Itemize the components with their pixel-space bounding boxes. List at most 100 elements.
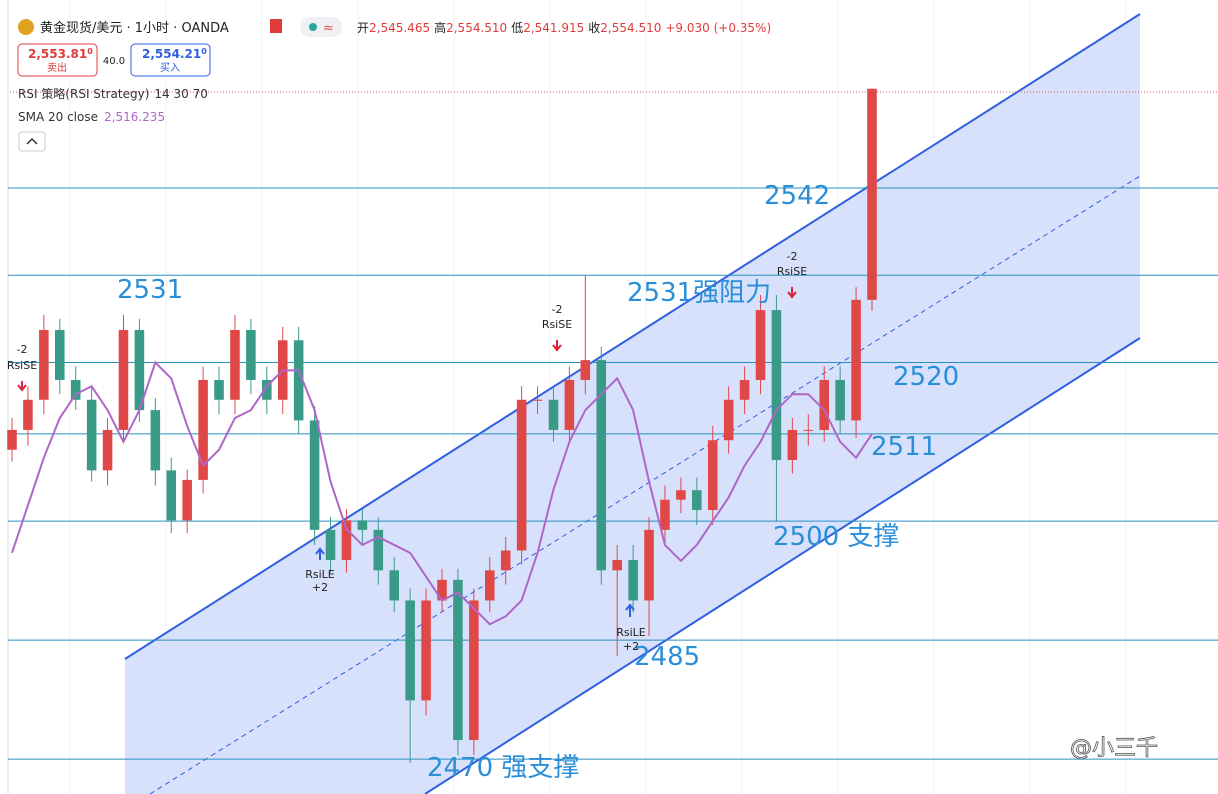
candle-body <box>564 379 575 430</box>
candle-body <box>246 329 256 380</box>
candle-body <box>230 329 240 400</box>
candle-body <box>676 490 686 500</box>
candle-body <box>134 329 145 411</box>
collapse-button[interactable] <box>18 131 46 152</box>
candle-body <box>86 399 97 471</box>
candle-body <box>118 329 129 430</box>
close: 2,554.510 <box>600 21 661 35</box>
candle-body <box>867 88 877 300</box>
candle-body <box>516 399 527 551</box>
high: 2,554.510 <box>446 21 507 35</box>
candle-body <box>373 529 384 571</box>
candle-body <box>485 570 495 601</box>
sell-label: 卖出 <box>47 61 67 74</box>
signal-qty: -2 <box>17 343 28 356</box>
candle-body <box>628 560 638 601</box>
candle-body <box>787 429 798 461</box>
candle-body <box>548 399 559 430</box>
sell-button[interactable] <box>17 43 98 77</box>
high-label: 高 <box>434 20 446 35</box>
candle-body <box>389 570 399 601</box>
symbol: 黄金现货/美元 · 1小时 · OANDA <box>40 20 229 36</box>
candle-body <box>166 470 177 521</box>
level-label: 2531强阻力 <box>627 278 771 308</box>
buy-label: 买入 <box>160 62 180 74</box>
candle-body <box>405 600 415 701</box>
buy-button[interactable] <box>130 43 211 77</box>
candle-body <box>102 429 113 471</box>
candle-body <box>150 410 161 471</box>
candle-body <box>309 420 320 530</box>
candle-body <box>293 340 304 421</box>
candle-body <box>70 379 81 400</box>
signal-label: RsiSE <box>542 318 572 331</box>
candle-body <box>739 379 750 400</box>
signal-label: RsiSE <box>7 359 37 372</box>
channel-upper <box>124 13 1141 660</box>
candle-body <box>23 399 33 430</box>
collapse-icon <box>26 137 38 145</box>
candle-body <box>532 399 543 401</box>
signal-arrow <box>315 547 325 560</box>
candle-body <box>437 579 447 601</box>
signal-arrow <box>552 340 562 352</box>
candle-body <box>55 329 65 380</box>
level-label: 2470 强支撑 <box>427 753 579 783</box>
signal-qty: +2 <box>312 581 328 594</box>
close-label: 收 <box>588 21 600 35</box>
candle-body <box>357 520 368 530</box>
sell-price: 2,553.810 <box>28 47 93 61</box>
candle-body <box>580 360 591 380</box>
low-label: 低 <box>511 21 523 35</box>
sma-legend: SMA 20 close 2,516.235 <box>18 110 165 124</box>
candle-body <box>262 379 272 400</box>
level-label: 2500 支撑 <box>773 522 899 552</box>
candle-body <box>7 429 17 450</box>
change: +9.030 (+0.35%) <box>665 21 771 35</box>
channel-lower <box>424 337 1141 794</box>
candle-body <box>819 379 829 430</box>
channel-fill <box>125 14 1140 794</box>
candle-body <box>660 499 670 530</box>
open: 2,545.465 <box>369 21 430 35</box>
signal-label: RsiLE <box>616 626 646 639</box>
candle-body <box>644 529 654 601</box>
level-label: 2542 <box>764 181 830 211</box>
status-icon: ≈ <box>323 21 334 36</box>
spread: 40.0 <box>103 56 125 67</box>
candle-body <box>596 360 607 571</box>
signal-qty: +2 <box>623 640 639 653</box>
candle-body <box>612 560 622 571</box>
candle-body <box>723 399 734 441</box>
watermark: @小三千 <box>1070 736 1158 761</box>
candle-body <box>325 529 336 561</box>
level-label: 2511 <box>871 432 937 462</box>
symbol-icon <box>18 19 34 35</box>
flag-icon[interactable] <box>270 19 282 33</box>
signal-arrow <box>787 287 797 299</box>
open-label: 开 <box>357 21 369 35</box>
candle-body <box>341 520 352 561</box>
candle-body <box>803 429 814 431</box>
candle-body <box>469 600 479 741</box>
candle-body <box>692 490 702 511</box>
sma-line <box>11 360 873 626</box>
candle-body <box>214 379 224 400</box>
strategy-legend: RSI 策略(RSI Strategy) 14 30 70 <box>18 86 208 101</box>
signal-qty: -2 <box>787 250 798 263</box>
candle-body <box>421 600 431 701</box>
channel-mid <box>149 175 1141 794</box>
level-label: 2531 <box>117 275 183 305</box>
candle-body <box>39 329 49 400</box>
level-label: 2520 <box>893 362 959 392</box>
signal-label: RsiLE <box>305 568 335 581</box>
candle-body <box>453 579 463 741</box>
candle-body <box>835 379 845 421</box>
signal-arrow <box>17 381 27 392</box>
candle-body <box>755 310 766 380</box>
signal-label: RsiSE <box>777 265 807 278</box>
status-pill <box>300 17 342 37</box>
levels <box>8 187 1218 760</box>
low: 2,541.915 <box>523 21 584 35</box>
